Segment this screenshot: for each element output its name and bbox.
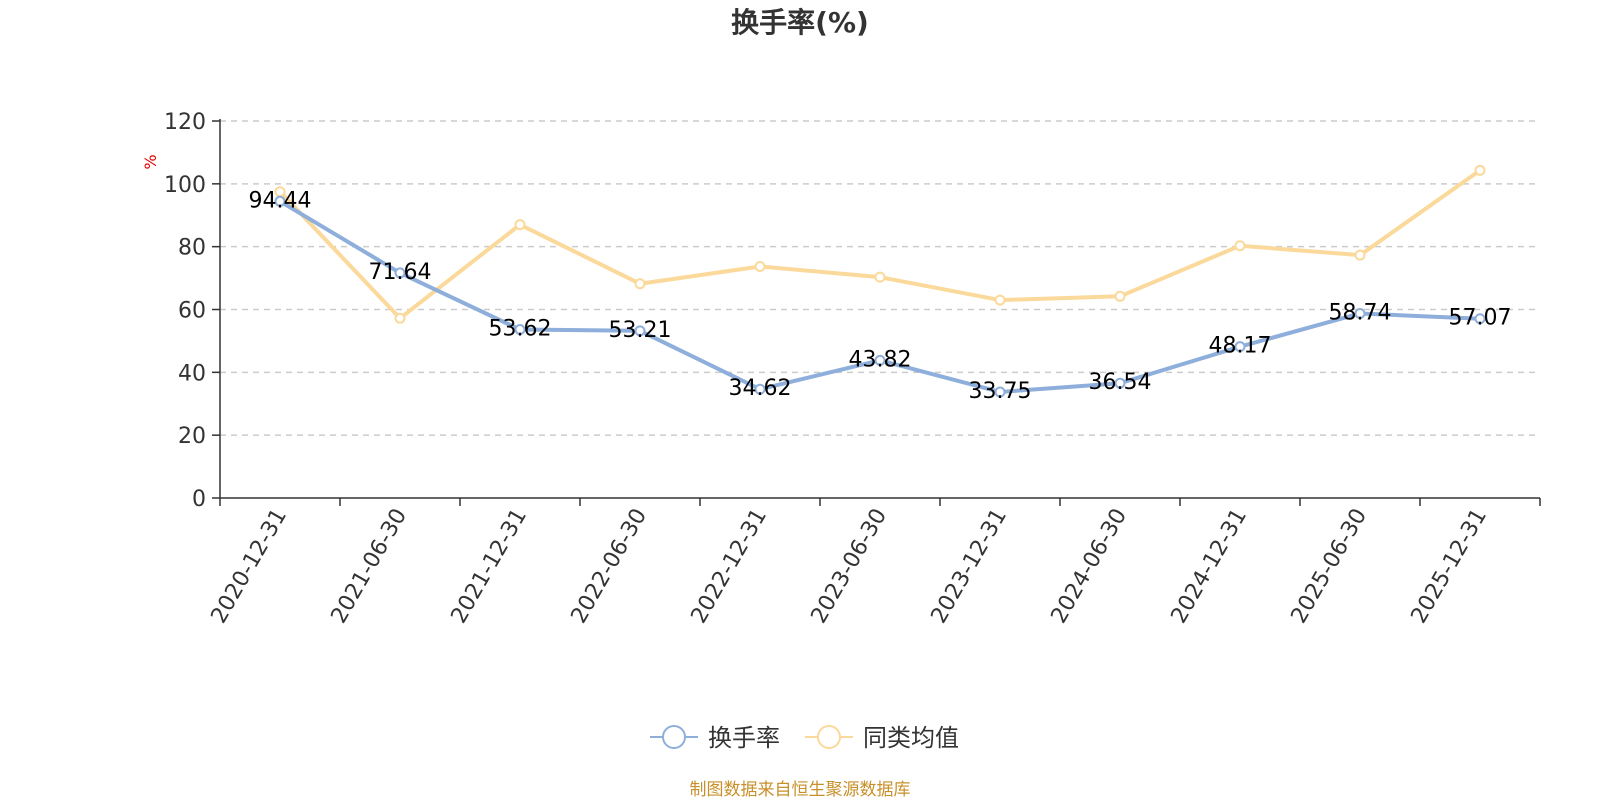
data-point-peer-average[interactable]: [634, 278, 646, 290]
data-label: 53.21: [609, 318, 672, 343]
data-point-peer-average[interactable]: [874, 271, 886, 283]
legend[interactable]: 换手率 同类均值: [650, 724, 959, 752]
data-label: 58.74: [1329, 300, 1392, 325]
x-tick-label: 2020-12-31: [207, 505, 293, 628]
data-point-peer-average[interactable]: [514, 219, 526, 231]
data-point-peer-average[interactable]: [1354, 249, 1366, 261]
data-label: 53.62: [489, 317, 552, 342]
data-point-turnover[interactable]: [994, 386, 1006, 398]
chart-title: 换手率(%): [731, 6, 869, 39]
data-point-peer-average[interactable]: [1114, 290, 1126, 302]
x-tick-label: 2022-12-31: [687, 505, 773, 628]
data-point-turnover[interactable]: [394, 267, 406, 279]
y-tick-label: 20: [178, 424, 206, 449]
grid-lines: [220, 120, 1540, 436]
data-point-turnover[interactable]: [274, 195, 286, 207]
data-point-peer-average[interactable]: [1474, 164, 1486, 176]
data-point-turnover[interactable]: [1354, 307, 1366, 319]
data-label: 71.64: [369, 260, 432, 285]
legend-label[interactable]: 换手率: [708, 724, 780, 752]
y-tick-label: 60: [178, 299, 206, 324]
data-label: 48.17: [1209, 334, 1272, 359]
data-point-turnover[interactable]: [634, 325, 646, 337]
data-label: 94.44: [249, 188, 312, 213]
data-label: 33.75: [969, 379, 1032, 404]
x-tick-label: 2024-06-30: [1047, 505, 1133, 628]
x-tick-label: 2025-06-30: [1287, 505, 1373, 628]
legend-marker-icon[interactable]: [817, 725, 841, 749]
data-point-turnover[interactable]: [1234, 341, 1246, 353]
x-tick-label: 2023-12-31: [927, 505, 1013, 628]
data-point-turnover[interactable]: [1114, 377, 1126, 389]
data-point-peer-average[interactable]: [754, 260, 766, 272]
y-tick-label: 100: [164, 173, 206, 198]
x-tick-label: 2024-12-31: [1167, 505, 1253, 628]
series-line-peer-average: [278, 168, 1482, 321]
data-point-peer-average[interactable]: [394, 312, 406, 324]
data-label: 34.62: [729, 376, 792, 401]
data-labels: 94.44 71.64 53.62 53.21 34.62 43.82 33.75 36.54…: [249, 188, 1512, 404]
y-tick-label: 0: [192, 487, 206, 512]
y-tick-label: 80: [178, 236, 206, 261]
legend-marker-icon[interactable]: [662, 725, 686, 749]
data-point-peer-average[interactable]: [1234, 240, 1246, 252]
x-tick-label: 2021-12-31: [447, 505, 533, 628]
data-label: 36.54: [1089, 370, 1152, 395]
data-point-turnover[interactable]: [514, 324, 526, 336]
y-tick-label: 120: [164, 110, 206, 135]
x-tick-label: 2023-06-30: [807, 505, 893, 628]
series-lines: [274, 164, 1486, 398]
legend-label[interactable]: 同类均值: [863, 724, 959, 752]
data-point-turnover[interactable]: [754, 383, 766, 395]
x-tick-label: 2022-06-30: [567, 505, 653, 628]
data-label: 57.07: [1449, 306, 1512, 331]
x-tick-label: 2025-12-31: [1407, 505, 1493, 628]
x-tick-label: 2021-06-30: [327, 505, 413, 628]
data-point-turnover[interactable]: [874, 354, 886, 366]
data-point-turnover[interactable]: [1474, 313, 1486, 325]
data-label: 43.82: [849, 347, 912, 372]
data-source-note: 制图数据来自恒生聚源数据库: [690, 780, 911, 800]
y-tick-label: 40: [178, 361, 206, 386]
y-axis-unit: %: [141, 154, 160, 169]
data-point-peer-average[interactable]: [994, 294, 1006, 306]
